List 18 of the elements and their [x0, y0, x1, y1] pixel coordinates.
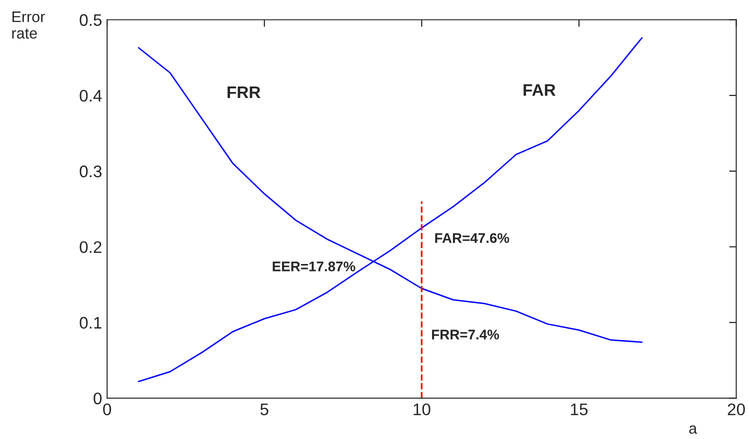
annotation: FAR=47.6%	[435, 233, 510, 243]
x-tick-label: 15	[570, 404, 588, 416]
x-tick-label: 20	[728, 403, 745, 416]
y-tick-label: 0.5	[80, 14, 102, 26]
x-axis-title: a	[689, 425, 698, 434]
y-axis-title: Error rate	[12, 12, 45, 39]
series-label: FAR	[524, 84, 556, 96]
annotation: EER=17.87%	[272, 262, 356, 272]
y-tick-label: 0.1	[80, 316, 102, 329]
annotation: FRR=7.4%	[432, 330, 500, 340]
y-tick-label: 0.2	[80, 241, 102, 254]
y-tick-label: 0	[94, 392, 102, 404]
x-tick-label: 5	[260, 404, 268, 416]
x-tick-label: 0	[103, 403, 112, 416]
y-tick-label: 0.4	[80, 90, 102, 102]
x-tick-label: 10	[414, 403, 430, 416]
series-label: FRR	[228, 86, 260, 98]
y-tick-label: 0.3	[80, 166, 102, 178]
